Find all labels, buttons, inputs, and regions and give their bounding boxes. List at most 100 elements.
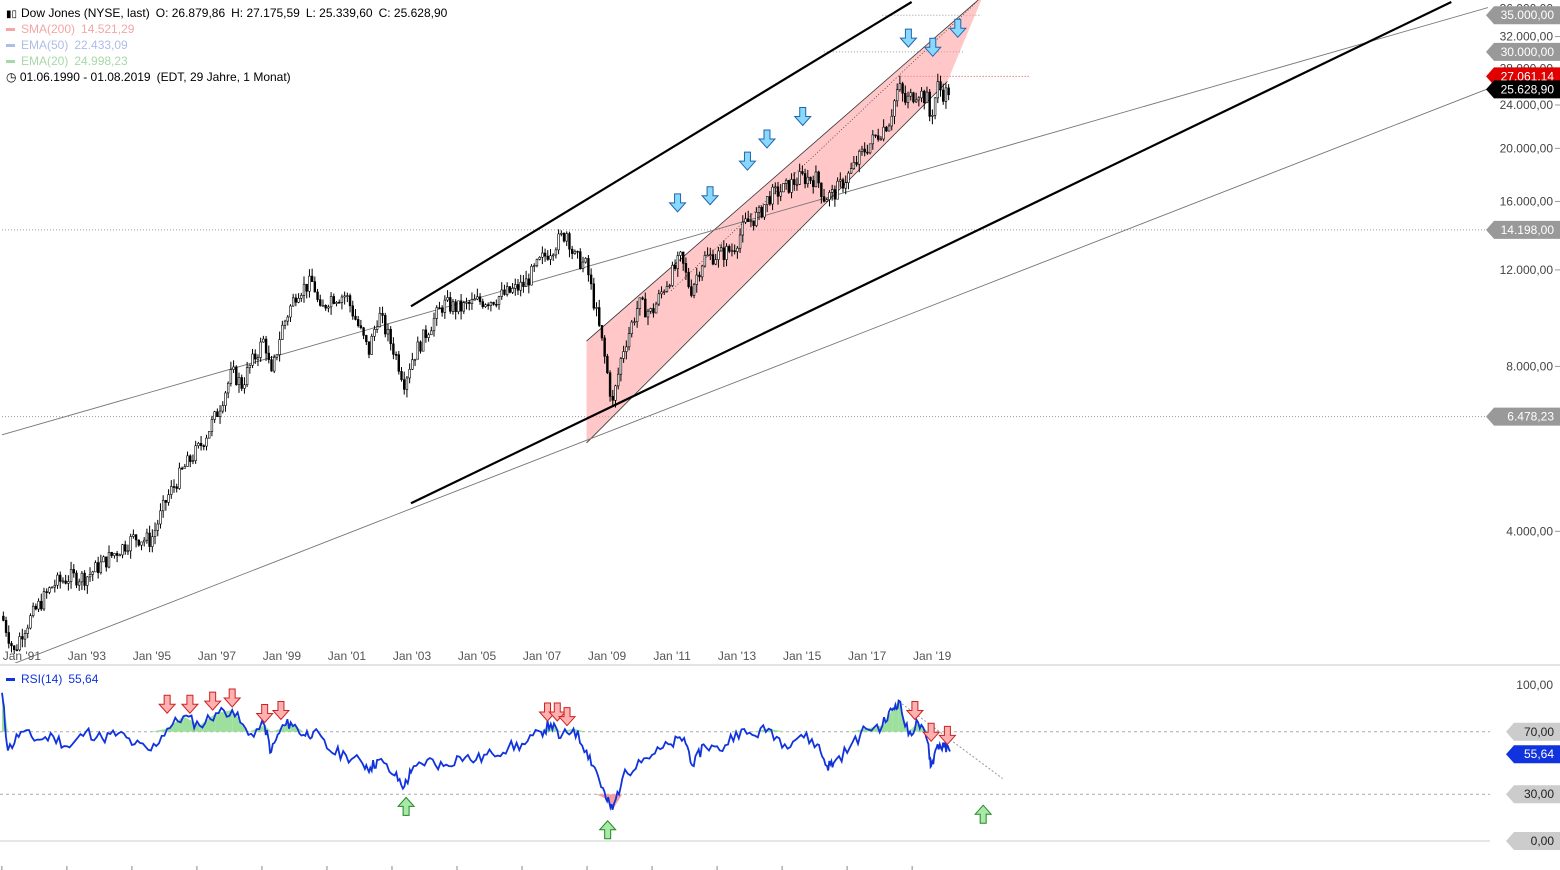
- candle-body: [12, 645, 16, 651]
- candle-body: [646, 310, 650, 318]
- candle-body: [45, 591, 48, 593]
- candle-body: [822, 196, 826, 202]
- rsi-level-tag: [1506, 832, 1560, 850]
- time-tick-label: Jan '05: [458, 649, 497, 663]
- price-label-text: 25.628,90: [1501, 82, 1555, 96]
- candle-body: [622, 351, 625, 359]
- candle-body: [254, 353, 257, 360]
- candle-body: [489, 302, 493, 306]
- candle-body: [817, 171, 820, 184]
- candle-body: [302, 283, 306, 296]
- candle-body: [557, 233, 560, 251]
- close-value: C: 25.628,90: [378, 6, 448, 20]
- candle-body: [21, 636, 24, 640]
- candle-body: [394, 354, 398, 356]
- candle-body: [546, 255, 549, 260]
- candle-body: [121, 544, 124, 556]
- rsi-line: [1, 692, 951, 811]
- candle-body: [860, 148, 864, 152]
- ema20-swatch: [6, 60, 15, 64]
- candle-body: [560, 232, 563, 235]
- candle-body: [676, 255, 679, 269]
- candle-body: [812, 180, 815, 188]
- bottom-time-ticks: [1, 866, 913, 870]
- candle-body: [459, 300, 463, 312]
- candle-body: [300, 295, 303, 299]
- candle-body: [514, 284, 517, 289]
- oversold-arrow-icon: [974, 804, 993, 824]
- price-label-tag: [1486, 80, 1560, 99]
- candle-body: [668, 285, 671, 287]
- time-tick-label: Jan '15: [783, 649, 822, 663]
- candle-body: [719, 247, 723, 252]
- candle-body: [635, 308, 639, 322]
- candle-body: [143, 539, 146, 543]
- candle-body: [37, 600, 40, 610]
- candle-body: [795, 183, 799, 186]
- clock-icon: ◷: [6, 70, 17, 84]
- rsi-legend[interactable]: RSI(14) 55,64: [6, 671, 98, 687]
- candle-body: [462, 302, 466, 312]
- candle-body: [18, 636, 21, 651]
- candle-body: [852, 162, 856, 169]
- candle-body: [858, 150, 861, 165]
- candle-body: [15, 649, 19, 652]
- time-tick-label: Jan '91: [3, 649, 42, 663]
- candle-body: [608, 372, 612, 397]
- down-arrow-icon: [793, 106, 812, 127]
- candle-body: [511, 288, 514, 293]
- candle-body: [305, 283, 308, 292]
- candle-body: [755, 212, 758, 226]
- candle-body: [931, 115, 934, 117]
- candle-body: [660, 291, 663, 295]
- candle-body: [348, 295, 352, 307]
- candle-body: [208, 431, 211, 439]
- ema20-legend[interactable]: EMA(20) 24.998,23: [6, 53, 128, 69]
- candle-body: [893, 100, 896, 117]
- trend-channel: [586, 0, 982, 443]
- candle-body: [503, 289, 506, 295]
- candle-body: [283, 320, 287, 326]
- candle-body: [744, 218, 747, 223]
- overbought-arrow-icon: [938, 725, 957, 746]
- ema50-legend[interactable]: EMA(50) 22.433,09: [6, 37, 128, 53]
- candle-body: [56, 574, 59, 586]
- channel-mid-line: [670, 1, 977, 291]
- candle-body: [443, 299, 447, 313]
- sma-legend[interactable]: SMA(200) 14.521,29: [6, 21, 134, 37]
- overbought-arrow-icon: [255, 704, 274, 724]
- candle-body: [868, 143, 872, 154]
- candle-body: [91, 571, 94, 575]
- candle-body: [519, 281, 522, 291]
- candle-body: [633, 321, 636, 323]
- candle-body: [806, 176, 810, 185]
- candle-body: [194, 445, 197, 461]
- candle-body: [855, 162, 858, 165]
- candle-body: [273, 357, 276, 372]
- candle-body: [107, 552, 111, 568]
- candle-body: [294, 297, 298, 303]
- candle-body: [570, 248, 574, 254]
- price-label-tag: [1486, 220, 1560, 239]
- candle-body: [928, 91, 931, 117]
- candle-body: [595, 307, 598, 309]
- overbought-arrow-icon: [180, 694, 200, 714]
- candle-body: [749, 220, 753, 223]
- price-label-text: 14.198,00: [1501, 223, 1555, 237]
- candle-body: [736, 247, 739, 252]
- candle-body: [210, 419, 214, 432]
- candle-body: [476, 296, 479, 300]
- candle-body: [849, 168, 853, 174]
- candle-body: [29, 615, 32, 629]
- candle-body: [189, 455, 192, 462]
- candle-body: [61, 580, 65, 583]
- candle-body: [34, 605, 38, 610]
- candle-body: [151, 536, 154, 547]
- candle-body: [297, 298, 300, 303]
- candle-body: [917, 97, 921, 101]
- candle-body: [421, 329, 425, 352]
- candle-body: [105, 556, 108, 568]
- ema50-swatch: [6, 44, 15, 48]
- candle-body: [278, 339, 281, 355]
